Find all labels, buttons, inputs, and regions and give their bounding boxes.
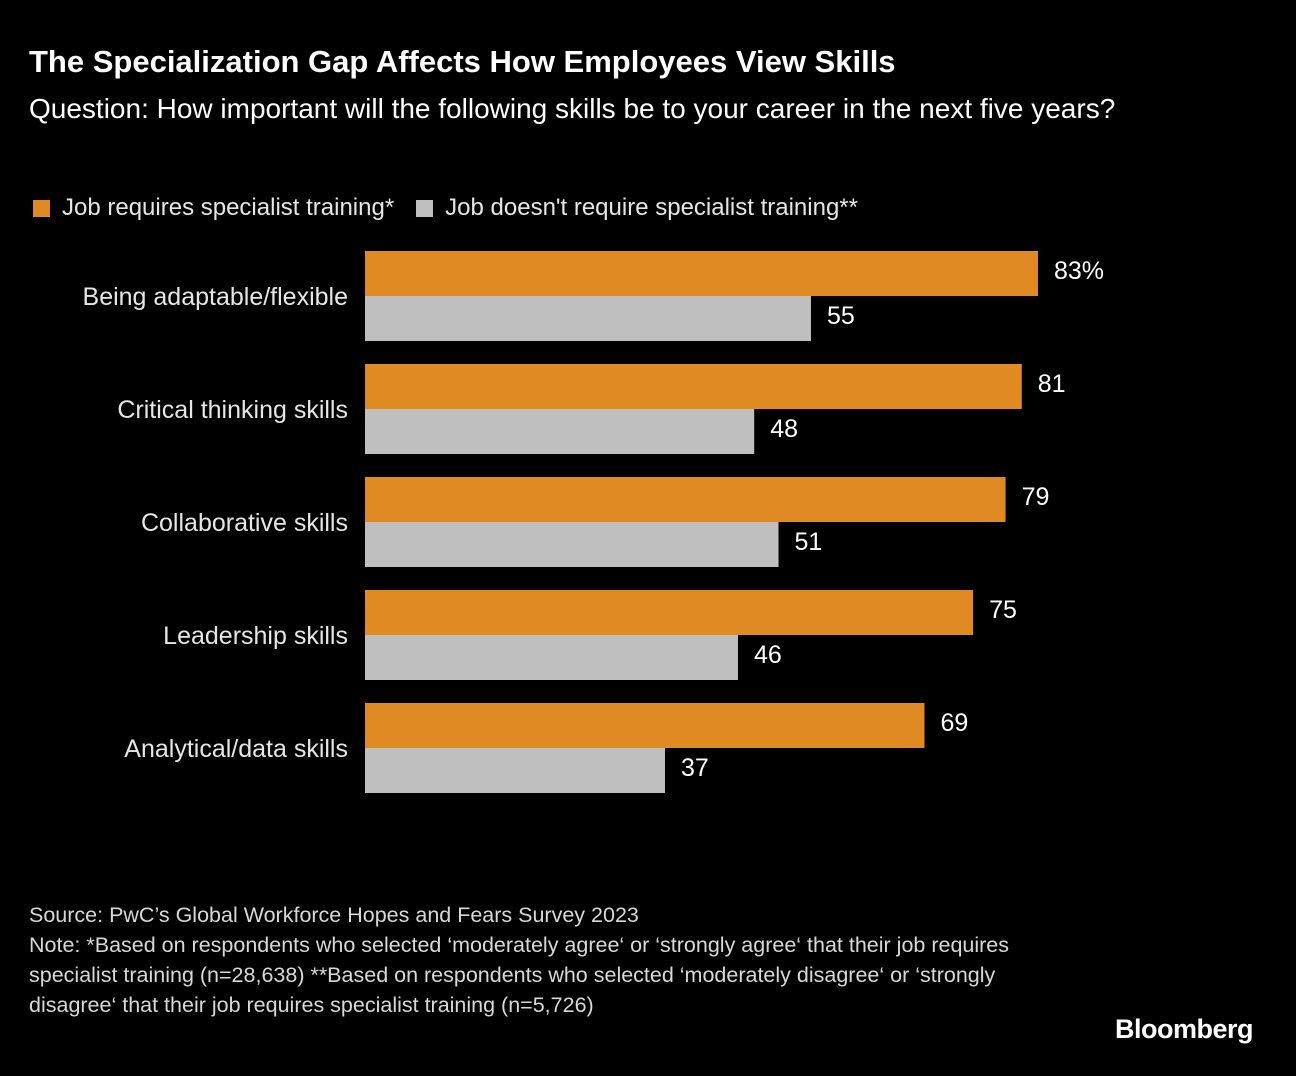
value-label: 46 [754,641,782,669]
legend-item-specialist: Job requires specialist training* [33,194,394,222]
value-label: 55 [827,302,855,330]
value-label: 51 [795,528,823,556]
chart-subtitle: Question: How important will the followi… [29,93,1116,124]
value-label: 37 [681,754,709,782]
bloomberg-logo: Bloomberg [1115,1014,1254,1044]
category-label: Critical thinking skills [117,396,348,424]
value-label: 81 [1038,370,1066,398]
value-label: 79 [1022,483,1050,511]
bar [365,296,811,341]
value-label: 83% [1054,257,1104,285]
bar [365,635,738,680]
bar [365,590,974,635]
legend-label: Job requires specialist training* [62,194,395,221]
category-label: Collaborative skills [141,509,348,537]
bar [365,703,925,748]
category-label: Analytical/data skills [124,735,348,763]
legend-item-non-specialist: Job doesn't require specialist training*… [416,194,858,222]
bar [365,477,1006,522]
bar [365,364,1022,409]
bar [365,251,1038,296]
value-label: 69 [940,709,968,737]
bar [365,409,755,454]
bar [365,748,666,793]
footer: Source: PwC’s Global Workforce Hopes and… [29,900,1079,1020]
source-text: Source: PwC’s Global Workforce Hopes and… [29,903,639,927]
bar [365,522,779,567]
chart-title: The Specialization Gap Affects How Emplo… [29,44,896,79]
category-label: Being adaptable/flexible [83,283,348,311]
value-label: 48 [770,415,798,443]
legend-swatch-grey [416,199,434,217]
category-label: Leadership skills [163,622,348,650]
legend-label: Job doesn't require specialist training*… [445,194,858,221]
bar-chart: Being adaptable/flexible 83% 55 Critical th… [83,251,1104,793]
value-label: 75 [989,596,1017,624]
note-text: Note: *Based on respondents who selected… [29,933,1010,1017]
legend: Job requires specialist training* Job do… [33,194,880,222]
legend-swatch-orange [33,199,50,217]
